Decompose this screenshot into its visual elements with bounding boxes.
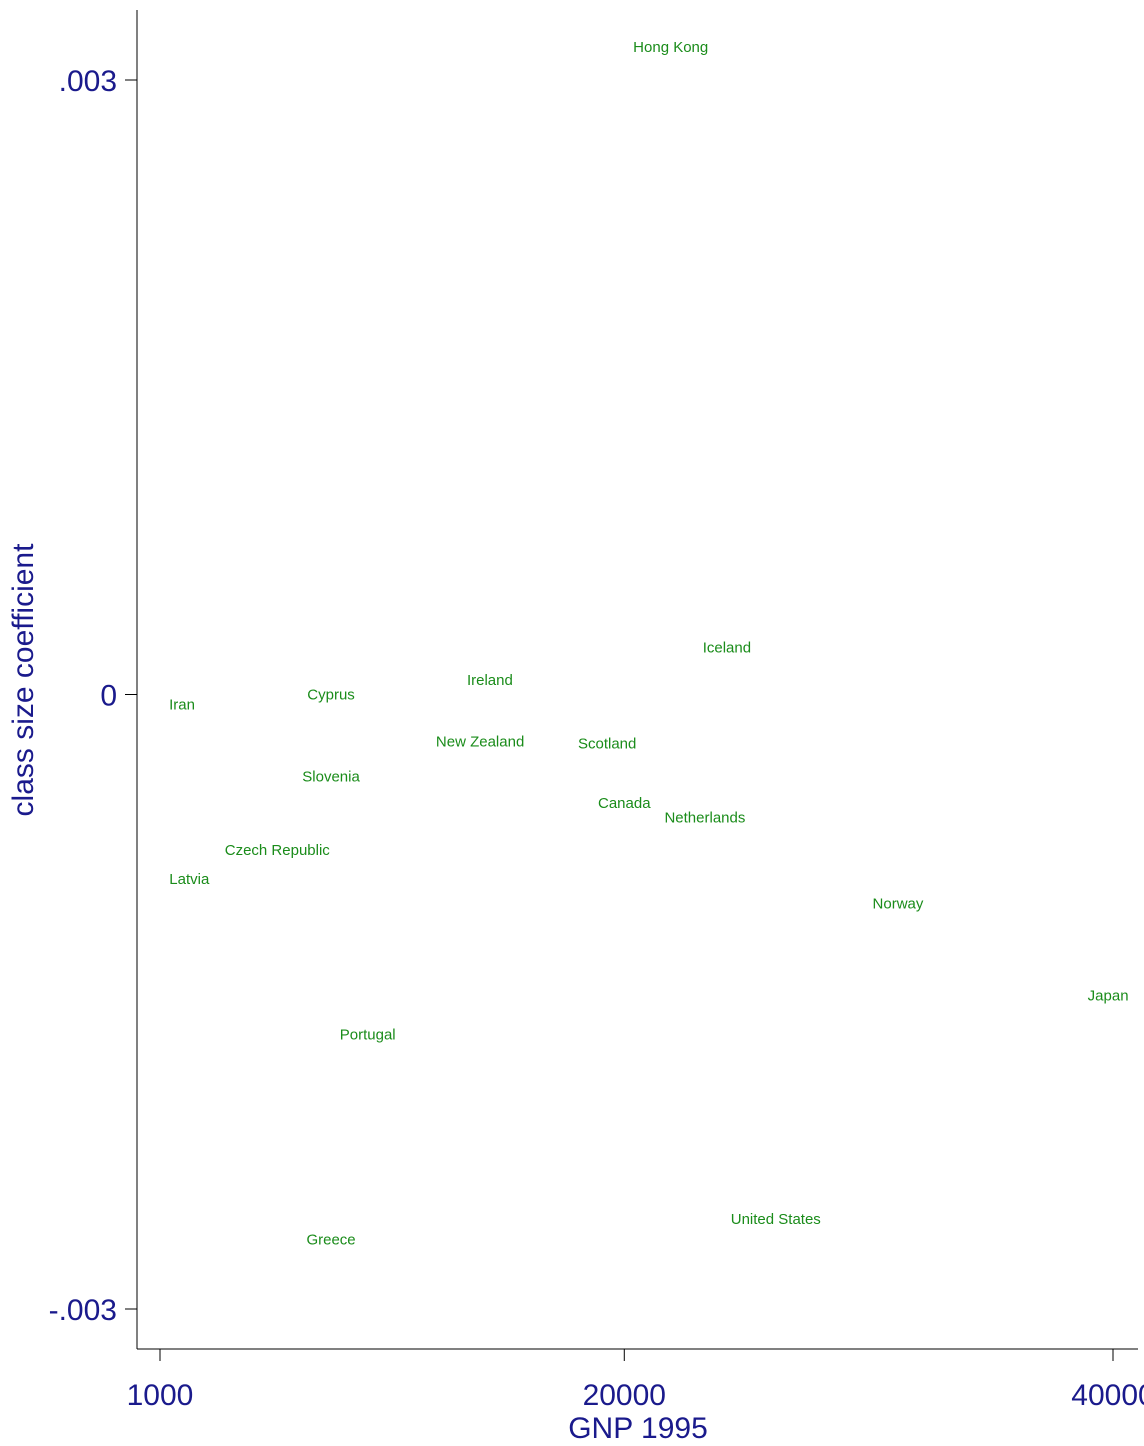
data-point-label: Canada — [598, 795, 651, 812]
data-point-label: Cyprus — [307, 687, 355, 704]
x-axis-title: GNP 1995 — [568, 1412, 708, 1445]
y-axis-ticks: .003 0 -.003 — [49, 65, 137, 1327]
data-point-label: Slovenia — [302, 768, 360, 785]
data-point-label: Norway — [873, 895, 924, 912]
data-point-label: Scotland — [578, 736, 636, 753]
x-tick-label: 1000 — [127, 1379, 194, 1412]
y-tick-label: .003 — [59, 65, 117, 98]
data-point-label: Iran — [169, 697, 195, 714]
y-axis-title: class size coefficient — [7, 543, 40, 817]
data-point-label: Greece — [306, 1231, 355, 1248]
x-axis-ticks: 1000 20000 40000 — [127, 1349, 1144, 1412]
data-point-label: Netherlands — [664, 809, 745, 826]
data-point-label: Portugal — [340, 1027, 396, 1044]
data-point-label: New Zealand — [436, 734, 524, 751]
data-point-label: Ireland — [467, 672, 513, 689]
data-point-label: Czech Republic — [225, 842, 331, 859]
data-point-label: Latvia — [169, 871, 210, 888]
y-tick-label: -.003 — [49, 1294, 117, 1327]
x-tick-label: 40000 — [1071, 1379, 1144, 1412]
data-point-label: United States — [731, 1211, 821, 1228]
y-tick-label: 0 — [100, 680, 117, 713]
x-tick-label: 20000 — [583, 1379, 666, 1412]
data-point-label: Japan — [1088, 988, 1129, 1005]
data-point-label: Iceland — [703, 639, 751, 656]
data-point-label: Hong Kong — [633, 39, 708, 56]
data-point-labels: Hong Kong Iceland Ireland Cyprus Iran New Zea… — [169, 39, 1128, 1248]
